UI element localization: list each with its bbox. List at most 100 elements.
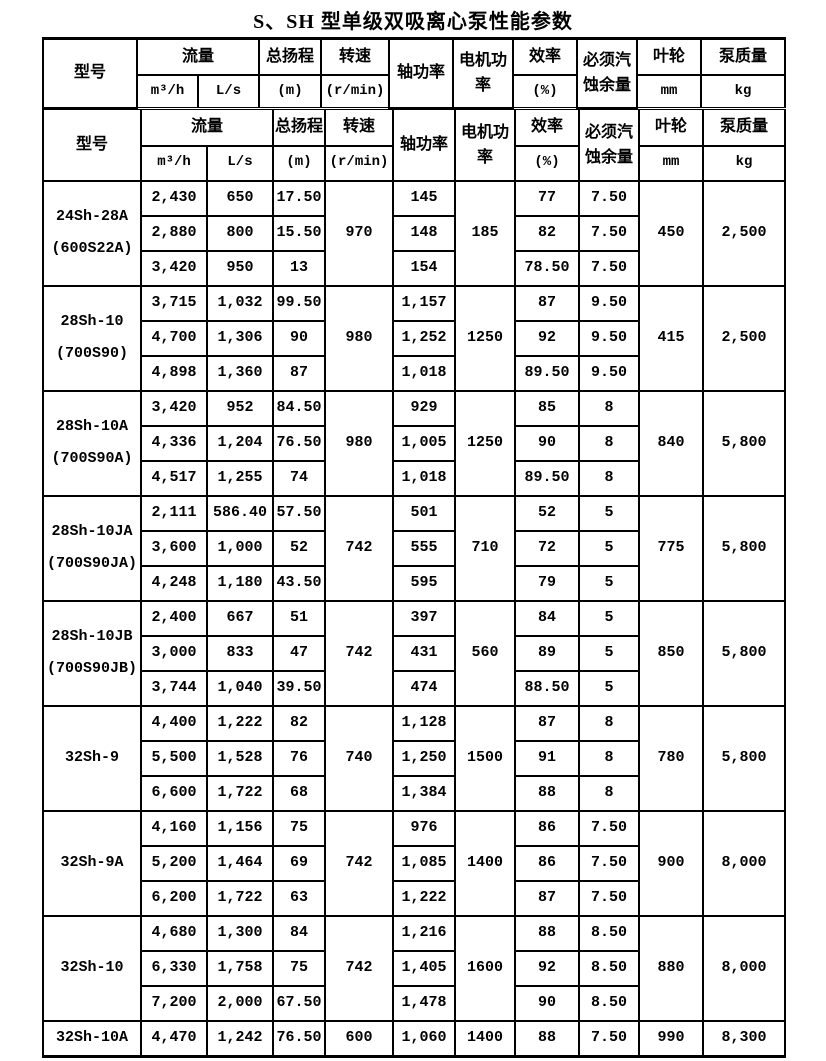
cell-flow-ls: 1,204: [205, 424, 275, 462]
header-flow-m3h-unit: m³/h: [140, 144, 208, 182]
cell-npsh: 5: [578, 529, 641, 567]
cell-motor-power: 1600: [454, 914, 517, 1022]
cell-flow-m3h: 4,517: [140, 459, 208, 497]
header-flow: 流量: [135, 37, 261, 76]
header-efficiency: 效率: [512, 37, 579, 76]
cell-npsh: 8: [578, 389, 641, 427]
cell-npsh: 8.50: [578, 984, 641, 1022]
table-row: 5,200 1,464 69 1,085 86 7.50: [43, 844, 785, 882]
header-model: 型号: [42, 108, 142, 182]
cell-flow-ls: 1,528: [205, 739, 275, 777]
cell-efficiency: 84: [514, 599, 581, 637]
cell-npsh: 9.50: [578, 354, 641, 392]
cell-flow-ls: 1,255: [205, 459, 275, 497]
cell-flow-ls: 650: [205, 179, 275, 217]
table-row: 28Sh-10JB (700S90JB) 2,400 667 51 742 397…: [42, 599, 787, 707]
cell-shaft-power: 431: [392, 634, 457, 672]
table-row: 24Sh-28A (600S22A) 2,430 650 17.50 970 14…: [42, 179, 787, 287]
header-speed-unit: (r/min): [320, 74, 391, 108]
cell-motor-power: 185: [454, 179, 517, 287]
cell-flow-m3h: 6,330: [140, 949, 208, 987]
cell-flow-m3h: 3,600: [140, 529, 208, 567]
cell-efficiency: 72: [514, 529, 581, 567]
cell-npsh: 9.50: [578, 284, 641, 322]
cell-speed: 742: [324, 914, 395, 1022]
cell-flow-m3h: 4,248: [140, 564, 208, 602]
cell-flow-ls: 1,180: [205, 564, 275, 602]
header-pump-mass-unit: kg: [700, 74, 787, 108]
table-row: 32Sh-10A 4,470 1,242 76.50 600 1,060 140…: [42, 1019, 787, 1057]
header-flow-ls-unit: L/s: [196, 74, 261, 108]
table-row: 32Sh-9 4,400 1,222 82 740 1,128 1500 87 …: [42, 704, 787, 812]
cell-efficiency: 90: [514, 984, 581, 1022]
header-speed: 转速: [320, 37, 391, 76]
cell-flow-m3h: 6,600: [140, 774, 208, 812]
cell-efficiency: 87: [514, 704, 581, 742]
cell-flow-ls: 1,156: [205, 809, 275, 847]
cell-flow-ls: 1,000: [205, 529, 275, 567]
cell-head: 13: [272, 249, 327, 287]
table-row: 4,336 1,204 76.50 1,005 90 8: [43, 424, 785, 462]
cell-npsh: 8: [578, 739, 641, 777]
cell-impeller: 900: [638, 809, 705, 917]
cell-head: 76: [272, 739, 327, 777]
header-model: 型号: [42, 37, 138, 109]
cell-motor-power: 1400: [454, 809, 517, 917]
table-row: 3,600 1,000 52 555 72 5: [43, 529, 785, 567]
cell-motor-power: 1250: [454, 284, 517, 392]
cell-head: 52: [272, 529, 327, 567]
header-efficiency: 效率: [514, 108, 581, 147]
cell-shaft-power: 1,018: [392, 459, 457, 497]
cell-shaft-power: 148: [392, 214, 457, 252]
header-head-unit: (m): [258, 74, 323, 108]
cell-model: 32Sh-9A: [42, 809, 142, 917]
header-motor-power: 电机功率: [454, 108, 517, 182]
cell-shaft-power: 397: [392, 599, 457, 637]
cell-npsh: 8: [578, 424, 641, 462]
cell-efficiency: 89.50: [514, 354, 581, 392]
cell-flow-ls: 1,306: [205, 319, 275, 357]
cell-flow-ls: 667: [205, 599, 275, 637]
header-shaft-power: 轴功率: [392, 108, 457, 182]
table-row: 3,420 950 13 154 78.50 7.50: [43, 249, 785, 287]
cell-efficiency: 89: [514, 634, 581, 672]
cell-head: 75: [272, 949, 327, 987]
cell-npsh: 8.50: [578, 949, 641, 987]
pump-performance-table: 型号 流量 总扬程 转速 轴功率 电机功率 效率 必须汽蚀余量 叶轮 泵质量 m…: [42, 108, 787, 1058]
cell-model: 32Sh-10A: [42, 1019, 142, 1057]
header-npsh: 必须汽蚀余量: [578, 108, 641, 182]
cell-shaft-power: 1,085: [392, 844, 457, 882]
cell-efficiency: 85: [514, 389, 581, 427]
cell-efficiency: 79: [514, 564, 581, 602]
cell-shaft-power: 1,478: [392, 984, 457, 1022]
cell-head: 39.50: [272, 669, 327, 707]
cell-model: 32Sh-9: [42, 704, 142, 812]
cell-flow-m3h: 4,680: [140, 914, 208, 952]
cell-npsh: 5: [578, 634, 641, 672]
header-impeller: 叶轮: [636, 37, 703, 76]
cell-shaft-power: 1,405: [392, 949, 457, 987]
cell-impeller: 990: [638, 1019, 705, 1057]
cell-model: 24Sh-28A (600S22A): [42, 179, 142, 287]
cell-flow-ls: 800: [205, 214, 275, 252]
cell-impeller: 880: [638, 914, 705, 1022]
header-head-unit: (m): [272, 144, 327, 182]
cell-flow-m3h: 2,880: [140, 214, 208, 252]
cell-head: 67.50: [272, 984, 327, 1022]
cell-head: 17.50: [272, 179, 327, 217]
cell-shaft-power: 1,252: [392, 319, 457, 357]
cell-speed: 980: [324, 389, 395, 497]
header-flow-ls-unit: L/s: [205, 144, 275, 182]
cell-head: 84: [272, 914, 327, 952]
cell-flow-m3h: 3,420: [140, 249, 208, 287]
cell-npsh: 7.50: [578, 879, 641, 917]
cell-motor-power: 560: [454, 599, 517, 707]
cell-shaft-power: 1,060: [392, 1019, 457, 1057]
cell-efficiency: 90: [514, 424, 581, 462]
cell-motor-power: 1400: [454, 1019, 517, 1057]
cell-impeller: 780: [638, 704, 705, 812]
header-flow: 流量: [139, 108, 275, 147]
cell-flow-m3h: 3,715: [140, 284, 208, 322]
cell-flow-ls: 1,242: [205, 1019, 275, 1057]
table-row: 32Sh-10 4,680 1,300 84 742 1,216 1600 88…: [42, 914, 787, 1022]
